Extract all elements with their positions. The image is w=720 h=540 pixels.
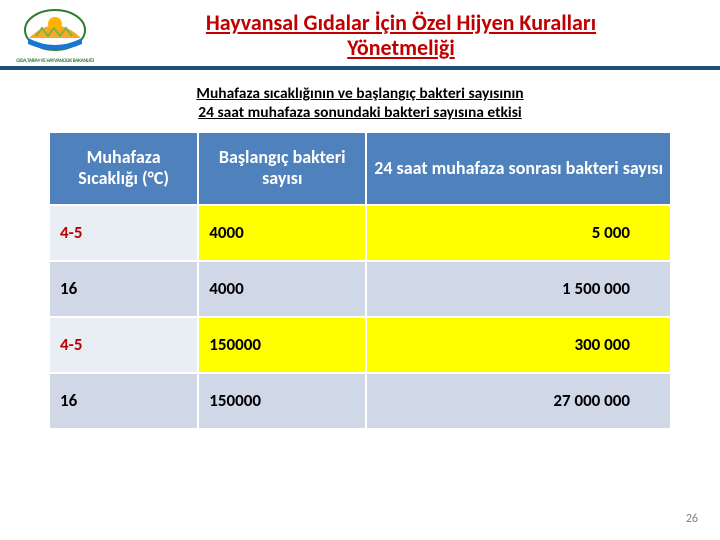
title-line-1: Hayvansal Gıdalar İçin Özel Hijyen Kural… <box>96 10 706 35</box>
logo-caption: GIDA,TARIM VE HAYVANCILIK BAKANLIĞI <box>14 59 96 64</box>
cell-temp: 4-5 <box>49 317 198 373</box>
table-row: 1615000027 000 000 <box>49 373 671 429</box>
cell-start: 4000 <box>198 261 366 317</box>
subtitle-line-2: 24 saat muhafaza sonundaki bakteri sayıs… <box>198 103 521 122</box>
subtitle-line-1: Muhafaza sıcaklığının ve başlangıç bakte… <box>196 84 523 103</box>
ministry-logo: GIDA,TARIM VE HAYVANCILIK BAKANLIĞI <box>14 8 96 62</box>
table-row: 1640001 500 000 <box>49 261 671 317</box>
col-header-after: 24 saat muhafaza sonrası bakteri sayısı <box>366 132 671 205</box>
cell-start: 150000 <box>198 317 366 373</box>
table-body: 4-540005 0001640001 500 0004-5150000300 … <box>49 205 671 429</box>
page-title: Hayvansal Gıdalar İçin Özel Hijyen Kural… <box>96 8 706 61</box>
header: GIDA,TARIM VE HAYVANCILIK BAKANLIĞI Hayv… <box>0 0 720 62</box>
col-header-temp: Muhafaza Sıcaklığı (°C) <box>49 132 198 205</box>
col-header-start: Başlangıç bakteri sayısı <box>198 132 366 205</box>
cell-temp: 4-5 <box>49 205 198 261</box>
title-line-2: Yönetmeliği <box>96 35 706 60</box>
data-table-wrap: Muhafaza Sıcaklığı (°C) Başlangıç bakter… <box>48 131 672 430</box>
cell-after: 27 000 000 <box>366 373 671 429</box>
cell-after: 300 000 <box>366 317 671 373</box>
table-head: Muhafaza Sıcaklığı (°C) Başlangıç bakter… <box>49 132 671 205</box>
cell-start: 150000 <box>198 373 366 429</box>
subtitle: Muhafaza sıcaklığının ve başlangıç bakte… <box>90 84 630 123</box>
cell-temp: 16 <box>49 373 198 429</box>
page-number: 26 <box>686 512 698 526</box>
title-underline <box>0 66 720 70</box>
cell-temp: 16 <box>49 261 198 317</box>
table-header-row: Muhafaza Sıcaklığı (°C) Başlangıç bakter… <box>49 132 671 205</box>
cell-after: 1 500 000 <box>366 261 671 317</box>
table-row: 4-540005 000 <box>49 205 671 261</box>
cell-after: 5 000 <box>366 205 671 261</box>
cell-start: 4000 <box>198 205 366 261</box>
logo-icon <box>14 8 96 62</box>
data-table: Muhafaza Sıcaklığı (°C) Başlangıç bakter… <box>48 131 672 430</box>
table-row: 4-5150000300 000 <box>49 317 671 373</box>
